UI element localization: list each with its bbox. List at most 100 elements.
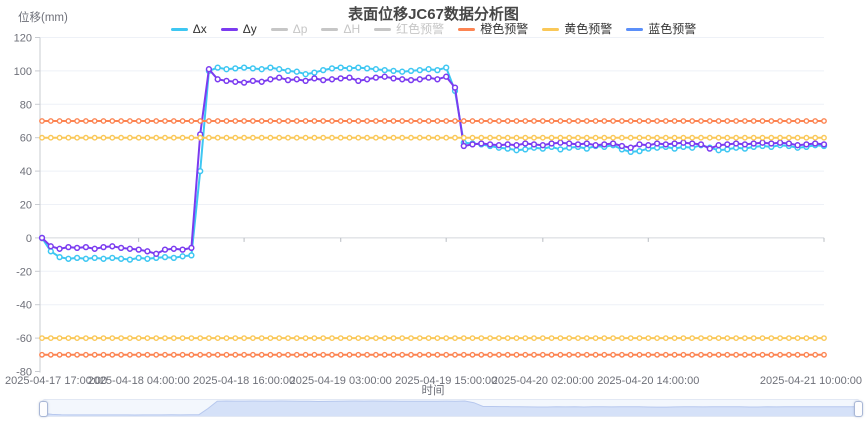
series-point-Δy[interactable] — [399, 76, 406, 83]
series-point-Δy[interactable] — [302, 77, 309, 85]
series-point-Δx[interactable] — [47, 248, 54, 255]
series-point-Δy[interactable] — [566, 140, 573, 147]
series-point-Δy[interactable] — [557, 139, 564, 146]
series-point-Δy[interactable] — [170, 245, 177, 252]
series-point-Δy[interactable] — [574, 141, 582, 148]
series-point-Δx[interactable] — [337, 64, 344, 71]
series-point-Δx[interactable] — [328, 65, 336, 72]
series-point-Δy[interactable] — [407, 76, 415, 84]
series-point-Δy[interactable] — [188, 244, 195, 252]
series-point-Δx[interactable] — [363, 65, 371, 72]
series-line-Δx[interactable] — [41, 66, 825, 261]
series-point-Δy[interactable] — [337, 75, 344, 82]
datazoom-handle-right[interactable] — [854, 401, 863, 417]
series-point-Δy[interactable] — [697, 141, 705, 148]
series-point-Δx[interactable] — [390, 67, 397, 75]
series-point-Δy[interactable] — [355, 77, 362, 85]
series-point-Δy[interactable] — [135, 246, 142, 253]
series-point-Δx[interactable] — [100, 255, 107, 262]
series-point-Δx[interactable] — [214, 64, 221, 71]
legend-item-Δx[interactable]: Δx — [170, 23, 207, 35]
series-point-Δy[interactable] — [662, 141, 669, 148]
series-point-Δy[interactable] — [240, 79, 248, 86]
series-point-Δx[interactable] — [443, 64, 450, 71]
series-point-Δy[interactable] — [627, 144, 634, 151]
series-point-Δy[interactable] — [214, 76, 221, 83]
series-point-Δx[interactable] — [724, 146, 731, 153]
series-point-Δy[interactable] — [161, 246, 169, 253]
series-point-Δy[interactable] — [522, 140, 529, 147]
series-point-Δy[interactable] — [469, 141, 476, 148]
series-point-Δy[interactable] — [601, 141, 608, 148]
series-point-Δy[interactable] — [636, 141, 643, 148]
series-point-Δx[interactable] — [82, 255, 90, 262]
chart-plot-area[interactable]: -80 -60 -40 -20 0 20 40 60 80 100 120 2025-04-17 17… — [0, 0, 867, 397]
series-point-Δy[interactable] — [618, 142, 626, 150]
series-point-Δy[interactable] — [794, 142, 801, 149]
series-point-Δx[interactable] — [126, 256, 134, 263]
series-point-Δy[interactable] — [689, 140, 696, 147]
series-point-Δy[interactable] — [390, 75, 397, 82]
series-point-Δx[interactable] — [434, 66, 441, 74]
series-point-Δy[interactable] — [73, 244, 81, 252]
series-point-Δy[interactable] — [117, 244, 125, 252]
series-point-Δy[interactable] — [820, 141, 828, 148]
series-point-Δx[interactable] — [267, 64, 274, 71]
series-point-Δy[interactable] — [443, 73, 450, 80]
series-point-Δx[interactable] — [311, 69, 318, 76]
series-point-Δx[interactable] — [179, 253, 186, 260]
series-point-Δy[interactable] — [320, 76, 327, 84]
series-point-Δy[interactable] — [776, 139, 784, 146]
series-point-Δy[interactable] — [126, 245, 134, 252]
series-point-Δy[interactable] — [609, 140, 617, 147]
series-point-Δx[interactable] — [161, 253, 169, 261]
series-point-Δx[interactable] — [583, 145, 590, 152]
series-point-Δx[interactable] — [416, 66, 423, 74]
series-point-Δx[interactable] — [636, 147, 643, 155]
series-point-Δy[interactable] — [56, 245, 63, 252]
series-point-Δy[interactable] — [724, 141, 731, 148]
series-line-Δy[interactable] — [41, 68, 825, 255]
series-point-Δy[interactable] — [504, 141, 511, 148]
series-point-Δy[interactable] — [109, 243, 116, 250]
series-point-Δx[interactable] — [170, 254, 177, 262]
series-point-Δy[interactable] — [153, 250, 160, 257]
series-point-Δy[interactable] — [495, 142, 503, 149]
legend-item-Δp[interactable]: Δp — [270, 23, 307, 35]
series-point-Δy[interactable] — [645, 142, 652, 149]
series-point-Δy[interactable] — [803, 141, 810, 148]
series-point-Δx[interactable] — [715, 147, 722, 154]
series-point-Δx[interactable] — [407, 67, 415, 75]
series-point-Δy[interactable] — [671, 140, 678, 147]
series-point-Δy[interactable] — [486, 141, 494, 148]
series-point-Δx[interactable] — [671, 145, 678, 152]
series-point-Δx[interactable] — [355, 64, 362, 71]
series-point-Δx[interactable] — [284, 67, 292, 75]
series-point-Δy[interactable] — [82, 243, 90, 251]
series-point-Δy[interactable] — [785, 140, 793, 147]
series-point-Δx[interactable] — [293, 68, 300, 75]
legend-item-ΔH[interactable]: ΔH — [321, 23, 360, 35]
series-point-Δy[interactable] — [232, 78, 239, 85]
series-point-Δy[interactable] — [381, 73, 388, 80]
legend-item-黄色预警[interactable]: 黄色预警 — [542, 23, 612, 35]
series-point-Δx[interactable] — [276, 66, 283, 73]
series-point-Δx[interactable] — [381, 66, 388, 74]
series-point-Δx[interactable] — [249, 65, 257, 72]
series-point-Δy[interactable] — [416, 76, 423, 83]
series-point-Δx[interactable] — [557, 146, 564, 153]
series-point-Δy[interactable] — [583, 140, 590, 147]
legend-item-蓝色预警[interactable]: 蓝色预警 — [626, 23, 696, 35]
series-point-Δx[interactable] — [522, 146, 529, 153]
series-point-Δx[interactable] — [320, 66, 327, 74]
series-point-Δy[interactable] — [812, 140, 819, 147]
series-point-Δy[interactable] — [750, 140, 757, 147]
series-point-Δy[interactable] — [47, 243, 54, 250]
series-point-Δy[interactable] — [38, 234, 46, 242]
series-point-Δy[interactable] — [478, 140, 485, 147]
series-point-Δy[interactable] — [460, 142, 467, 150]
series-point-Δy[interactable] — [768, 140, 775, 147]
series-point-Δx[interactable] — [346, 65, 353, 72]
series-point-Δy[interactable] — [65, 243, 72, 251]
series-point-Δy[interactable] — [223, 77, 230, 85]
